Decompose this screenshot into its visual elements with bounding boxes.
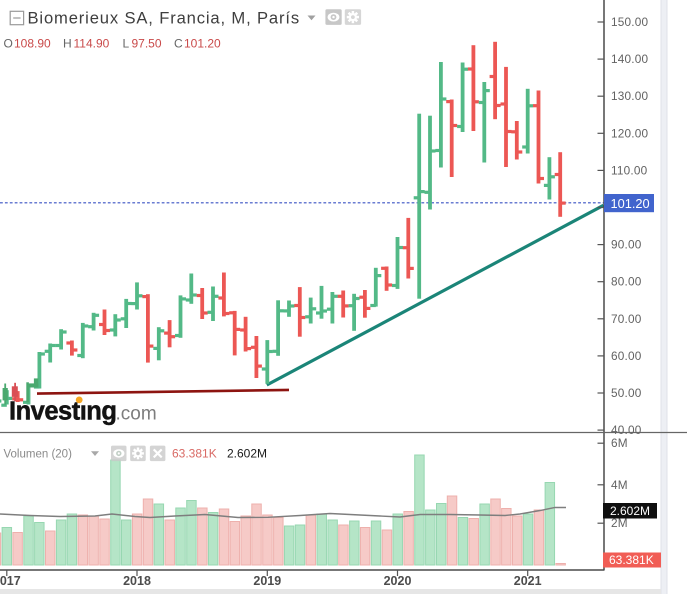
- svg-text:90.00: 90.00: [611, 238, 642, 252]
- svg-text:6M: 6M: [611, 436, 628, 450]
- svg-text:2018: 2018: [123, 574, 151, 588]
- svg-text:Volumen (20): Volumen (20): [4, 449, 73, 461]
- svg-text:50.00: 50.00: [611, 386, 642, 400]
- svg-text:2020: 2020: [384, 574, 412, 588]
- svg-text:70.00: 70.00: [611, 312, 642, 326]
- svg-text:63.381K: 63.381K: [609, 553, 654, 567]
- svg-text:80.00: 80.00: [611, 275, 642, 289]
- svg-text:.com: .com: [116, 404, 157, 425]
- svg-text:120.00: 120.00: [611, 126, 649, 140]
- svg-text:2M: 2M: [611, 516, 628, 530]
- svg-text:Biomerieux SA, Francia, M, Par: Biomerieux SA, Francia, M, París: [28, 8, 301, 27]
- svg-text:40.00: 40.00: [611, 423, 642, 437]
- svg-text:150.00: 150.00: [611, 15, 649, 29]
- svg-text:2019: 2019: [253, 574, 281, 588]
- svg-text:Investıng: Investıng: [9, 398, 116, 426]
- svg-text:2.602M: 2.602M: [227, 447, 267, 461]
- svg-text:2021: 2021: [514, 574, 542, 588]
- svg-text:2017: 2017: [0, 574, 21, 588]
- svg-text:110.00: 110.00: [611, 163, 648, 177]
- svg-text:4M: 4M: [611, 478, 628, 492]
- svg-text:63.381K: 63.381K: [172, 447, 217, 461]
- svg-text:101.20: 101.20: [611, 196, 650, 211]
- svg-text:140.00: 140.00: [611, 52, 649, 66]
- svg-text:2.602M: 2.602M: [610, 504, 650, 518]
- svg-text:60.00: 60.00: [611, 349, 642, 363]
- svg-text:130.00: 130.00: [611, 89, 649, 103]
